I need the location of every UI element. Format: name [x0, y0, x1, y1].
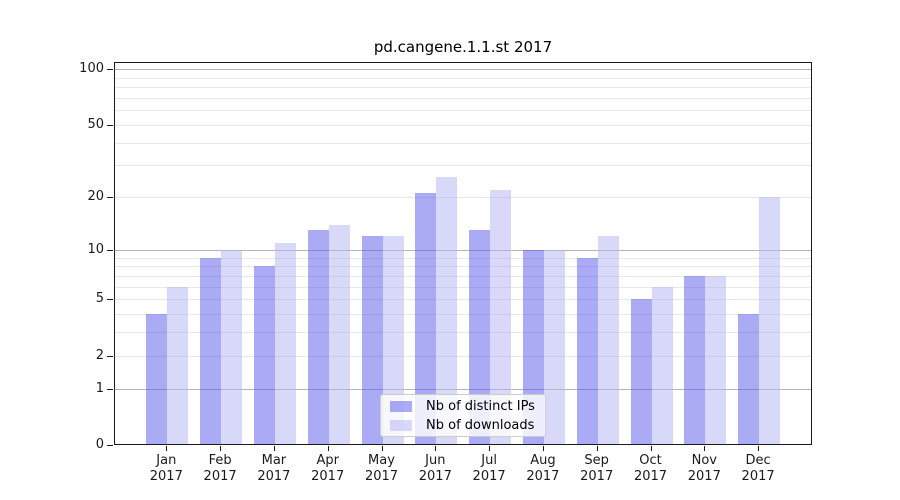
x-tick-label-may: May 2017 [364, 453, 399, 484]
y-tick-mark-50 [107, 124, 113, 126]
y-tick-label-0: 0 [95, 437, 104, 452]
minor-gridline-3 [115, 332, 811, 334]
x-tick-label-jan: Jan 2017 [149, 453, 183, 484]
chart-title: pd.cangene.1.1.st 2017 [373, 38, 553, 56]
y-tick-mark-5 [107, 299, 113, 301]
major-gridline-1 [115, 388, 811, 390]
y-tick-mark-20 [107, 197, 113, 199]
y-tick-label-5: 5 [95, 291, 104, 307]
minor-gridline-2 [115, 355, 811, 357]
bar-downloads-feb [221, 249, 243, 444]
minor-gridline-5 [115, 299, 811, 301]
minor-gridline-4 [115, 313, 811, 315]
legend-label-downloads: Nb of downloads [426, 417, 535, 433]
x-tick-label-feb: Feb 2017 [203, 453, 237, 484]
bar-distinct-ips-feb [200, 257, 222, 444]
y-tick-label-100: 100 [79, 61, 104, 77]
major-gridline-100 [115, 69, 811, 71]
x-tick-label-jun: Jun 2017 [418, 453, 452, 484]
legend-entry-downloads: Nb of downloads [390, 418, 536, 433]
minor-gridline-70 [115, 98, 811, 100]
y-tick-mark-2 [107, 355, 113, 357]
y-tick-label-2: 2 [95, 347, 104, 363]
y-tick-label-20: 20 [87, 189, 104, 205]
x-tick-label-mar: Mar 2017 [257, 453, 291, 484]
minor-gridline-6 [115, 286, 811, 288]
bar-distinct-ips-oct [630, 299, 652, 444]
minor-gridline-9 [115, 257, 811, 259]
x-tick-label-oct: Oct 2017 [633, 453, 668, 484]
minor-gridline-8 [115, 266, 811, 268]
x-tick-mark-jan [166, 446, 168, 451]
y-tick-label-10: 10 [87, 241, 104, 257]
x-tick-mark-jun [435, 446, 437, 451]
bar-distinct-ips-mar [253, 266, 275, 444]
bar-downloads-aug [543, 249, 565, 444]
x-tick-label-aug: Aug 2017 [526, 453, 560, 484]
x-tick-mark-apr [327, 446, 329, 451]
minor-gridline-7 [115, 275, 811, 277]
legend: Nb of distinct IPs Nb of downloads [380, 394, 546, 437]
x-tick-label-nov: Nov 2017 [687, 453, 721, 484]
x-tick-mark-sep [596, 446, 598, 451]
major-gridline-10 [115, 249, 811, 251]
y-tick-label-1: 1 [95, 380, 104, 396]
x-tick-mark-aug [542, 446, 544, 451]
y-tick-mark-0 [107, 445, 113, 446]
bar-distinct-ips-sep [576, 257, 598, 444]
bar-distinct-ips-jun [415, 193, 437, 444]
bar-downloads-oct [651, 286, 673, 444]
x-tick-label-dec: Dec 2017 [741, 453, 775, 484]
minor-gridline-20 [115, 197, 811, 199]
bar-downloads-mar [274, 242, 296, 444]
bar-downloads-jun [436, 176, 458, 444]
bar-distinct-ips-nov [684, 275, 706, 444]
y-tick-label-50: 50 [87, 116, 104, 132]
x-tick-mark-mar [273, 446, 275, 451]
x-tick-mark-may [381, 446, 383, 451]
minor-gridline-40 [115, 142, 811, 144]
bar-downloads-dec [759, 197, 781, 444]
x-tick-mark-feb [220, 446, 222, 451]
legend-label-distinct-ips: Nb of distinct IPs [426, 398, 535, 414]
bar-distinct-ips-apr [307, 230, 329, 444]
bar-downloads-jul [490, 189, 512, 444]
y-tick-mark-1 [107, 388, 113, 390]
x-tick-label-jul: Jul 2017 [472, 453, 506, 484]
bar-downloads-apr [328, 224, 350, 444]
bar-distinct-ips-jul [469, 230, 491, 444]
minor-gridline-60 [115, 110, 811, 112]
x-tick-mark-jul [489, 446, 491, 451]
plot-area: Nb of distinct IPs Nb of downloads [114, 62, 812, 445]
x-tick-mark-nov [704, 446, 706, 451]
legend-entry-distinct-ips: Nb of distinct IPs [390, 399, 536, 414]
y-tick-mark-10 [107, 249, 113, 251]
minor-gridline-90 [115, 77, 811, 79]
bar-downloads-sep [597, 236, 619, 444]
legend-swatch-distinct-ips [390, 400, 412, 412]
y-tick-mark-100 [107, 69, 113, 71]
minor-gridline-80 [115, 87, 811, 89]
legend-swatch-downloads [390, 419, 412, 431]
x-tick-mark-dec [758, 446, 760, 451]
bar-distinct-ips-jan [146, 313, 168, 444]
bar-distinct-ips-may [361, 236, 383, 444]
x-tick-label-apr: Apr 2017 [311, 453, 345, 484]
minor-gridline-50 [115, 124, 811, 126]
bar-downloads-may [382, 236, 404, 444]
x-tick-mark-oct [650, 446, 652, 451]
bar-distinct-ips-dec [738, 313, 760, 444]
x-tick-label-sep: Sep 2017 [580, 453, 614, 484]
minor-gridline-30 [115, 165, 811, 167]
bar-downloads-jan [167, 286, 189, 444]
bar-downloads-nov [705, 275, 727, 444]
